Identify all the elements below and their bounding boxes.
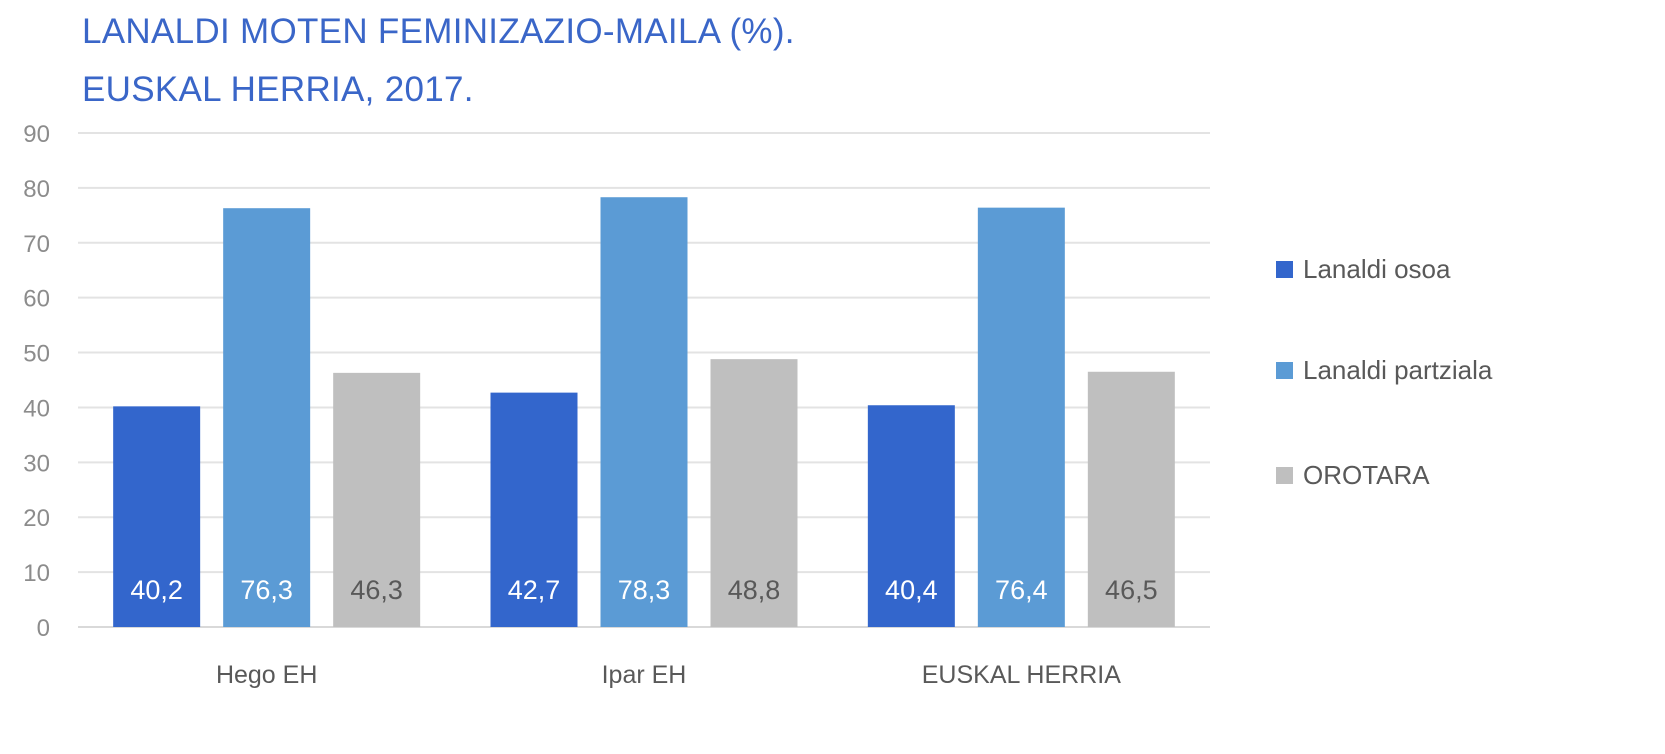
y-tick-label: 0 xyxy=(37,615,50,642)
bar-lanaldi-partziala xyxy=(600,197,688,627)
legend-item: Lanaldi osoa xyxy=(1276,254,1450,285)
bar-orotara xyxy=(1087,371,1175,627)
legend-swatch xyxy=(1276,362,1293,379)
legend-swatch xyxy=(1276,467,1293,484)
legend-swatch xyxy=(1276,261,1293,278)
data-label: 48,8 xyxy=(728,575,781,605)
data-label: 46,3 xyxy=(350,575,403,605)
legend-item: Lanaldi partziala xyxy=(1276,355,1492,386)
data-label: 78,3 xyxy=(618,575,671,605)
data-label: 76,4 xyxy=(995,575,1048,605)
x-tick-label: Ipar EH xyxy=(602,661,687,689)
data-label: 46,5 xyxy=(1105,575,1158,605)
bar-lanaldi-osoa xyxy=(867,405,955,627)
legend-label: Lanaldi osoa xyxy=(1303,254,1451,284)
bar-lanaldi-partziala xyxy=(977,207,1065,627)
y-tick-label: 80 xyxy=(23,176,50,203)
chart-title-line-1: LANALDI MOTEN FEMINIZAZIO-MAILA (%). xyxy=(82,12,795,51)
legend-label: OROTARA xyxy=(1303,460,1430,490)
y-tick-label: 50 xyxy=(23,341,50,368)
legend-label: Lanaldi partziala xyxy=(1303,355,1493,385)
y-tick-label: 20 xyxy=(23,505,50,532)
data-label: 40,4 xyxy=(885,575,938,605)
chart-title-line-2: EUSKAL HERRIA, 2017. xyxy=(82,70,474,109)
bar-lanaldi-osoa xyxy=(113,406,201,627)
bar-orotara xyxy=(333,372,421,627)
data-label: 76,3 xyxy=(240,575,293,605)
x-tick-label: Hego EH xyxy=(216,661,317,689)
y-tick-label: 40 xyxy=(23,395,50,422)
y-tick-label: 90 xyxy=(23,121,50,148)
y-tick-label: 70 xyxy=(23,231,50,258)
x-tick-label: EUSKAL HERRIA xyxy=(922,661,1121,689)
y-tick-label: 30 xyxy=(23,450,50,477)
legend-item: OROTARA xyxy=(1276,460,1430,491)
bar-orotara xyxy=(710,359,798,627)
data-label: 40,2 xyxy=(130,575,183,605)
bar-lanaldi-partziala xyxy=(223,208,311,627)
y-tick-label: 10 xyxy=(23,560,50,587)
data-label: 42,7 xyxy=(508,575,561,605)
y-tick-label: 60 xyxy=(23,286,50,313)
bar-lanaldi-osoa xyxy=(490,392,578,627)
